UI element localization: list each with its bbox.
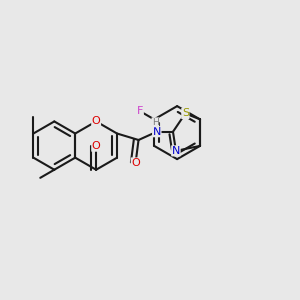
Text: O: O (92, 116, 100, 126)
Text: F: F (137, 106, 143, 116)
Text: N: N (172, 146, 180, 156)
Text: O: O (92, 141, 100, 151)
Text: S: S (182, 109, 189, 118)
Text: O: O (131, 158, 140, 168)
Text: H: H (152, 118, 159, 127)
Text: N: N (153, 127, 161, 137)
